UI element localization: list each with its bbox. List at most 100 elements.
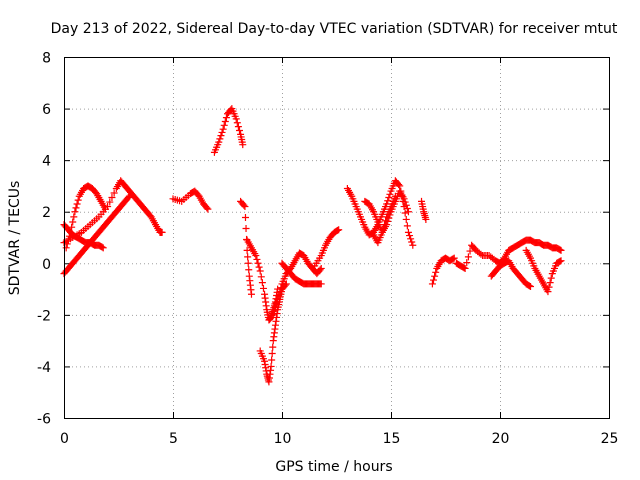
data-point xyxy=(62,244,70,252)
data-point xyxy=(235,126,243,134)
y-tick-label: 4 xyxy=(42,154,51,170)
data-point xyxy=(256,267,264,275)
data-point xyxy=(259,284,267,292)
data-point xyxy=(317,280,325,288)
data-point xyxy=(124,194,132,202)
data-point xyxy=(253,255,261,263)
data-point xyxy=(268,350,276,358)
data-point xyxy=(203,204,211,212)
y-tick-label: 2 xyxy=(42,205,51,221)
data-point xyxy=(99,244,107,252)
data-point xyxy=(382,217,390,225)
data-point xyxy=(432,268,440,276)
data-point xyxy=(430,276,438,284)
y-tick-label: -6 xyxy=(37,412,51,428)
data-point xyxy=(527,282,535,290)
y-tick-label: 0 xyxy=(42,257,51,273)
data-point xyxy=(70,213,78,221)
data-point xyxy=(401,209,409,217)
data-point xyxy=(72,204,80,212)
data-point xyxy=(431,272,439,280)
x-tick-label: 20 xyxy=(492,431,510,447)
data-point xyxy=(268,356,276,364)
y-tick-label: -4 xyxy=(37,360,51,376)
data-point xyxy=(73,200,81,208)
data-point xyxy=(269,311,277,319)
data-point xyxy=(222,114,230,122)
data-point xyxy=(407,235,415,243)
data-point xyxy=(544,288,552,296)
data-point xyxy=(108,194,116,202)
data-point xyxy=(216,135,224,143)
data-point xyxy=(402,201,410,209)
data-point xyxy=(422,215,430,223)
data-point xyxy=(252,252,260,260)
data-point xyxy=(98,243,106,251)
series-arc5 xyxy=(169,187,212,213)
data-point xyxy=(269,343,277,351)
data-point xyxy=(234,123,242,131)
data-point xyxy=(379,224,387,232)
data-point xyxy=(403,222,411,230)
data-point xyxy=(244,259,252,267)
series-arc19 xyxy=(487,257,535,290)
y-tick-label: 8 xyxy=(42,51,51,67)
data-point xyxy=(556,246,564,254)
data-point xyxy=(557,246,565,254)
series-arc8 xyxy=(243,236,282,324)
data-point xyxy=(463,259,471,267)
series-arc17 xyxy=(428,254,458,288)
data-point xyxy=(245,266,253,274)
series-arc10 xyxy=(269,249,325,319)
data-point xyxy=(220,121,228,129)
x-axis-label: GPS time / hours xyxy=(275,459,392,475)
data-point xyxy=(450,254,458,262)
data-point xyxy=(271,303,279,311)
series-arc1 xyxy=(60,192,133,278)
x-tick-label: 5 xyxy=(169,431,178,447)
data-point xyxy=(242,224,250,232)
data-point xyxy=(378,228,386,236)
data-point xyxy=(404,208,412,216)
data-point xyxy=(402,215,410,223)
series-arc4 xyxy=(60,221,107,252)
data-point xyxy=(386,190,394,198)
data-point xyxy=(276,288,284,296)
data-point xyxy=(255,263,263,271)
data-point xyxy=(273,299,281,307)
data-point xyxy=(317,264,325,272)
data-point xyxy=(277,284,285,292)
data-point xyxy=(403,204,411,212)
data-point xyxy=(243,246,251,254)
y-axis-label: SDTVAR / TECUs xyxy=(7,181,23,296)
data-point xyxy=(461,264,469,272)
x-tick-label: 15 xyxy=(383,431,401,447)
data-point xyxy=(409,241,417,249)
y-tick-label: -2 xyxy=(37,308,51,324)
data-point xyxy=(110,189,118,197)
series-arc20 xyxy=(522,246,565,296)
data-point xyxy=(247,290,255,298)
data-point xyxy=(281,281,289,289)
data-point xyxy=(525,282,533,290)
data-point xyxy=(233,119,241,127)
data-point xyxy=(385,194,393,202)
data-point xyxy=(244,253,252,261)
data-point xyxy=(257,273,265,281)
data-point xyxy=(232,115,240,123)
series-arc16 xyxy=(418,197,430,223)
data-point xyxy=(335,226,343,234)
data-point xyxy=(316,266,324,274)
data-point xyxy=(460,264,468,272)
data-point xyxy=(241,214,249,222)
data-point xyxy=(219,125,227,133)
data-point xyxy=(69,218,77,226)
data-point xyxy=(380,221,388,229)
data-point xyxy=(557,257,565,265)
data-point xyxy=(449,255,457,263)
series-arc11 xyxy=(278,259,325,288)
data-point xyxy=(275,292,283,300)
data-point xyxy=(204,205,212,213)
data-point xyxy=(267,362,275,370)
data-point xyxy=(270,307,278,315)
